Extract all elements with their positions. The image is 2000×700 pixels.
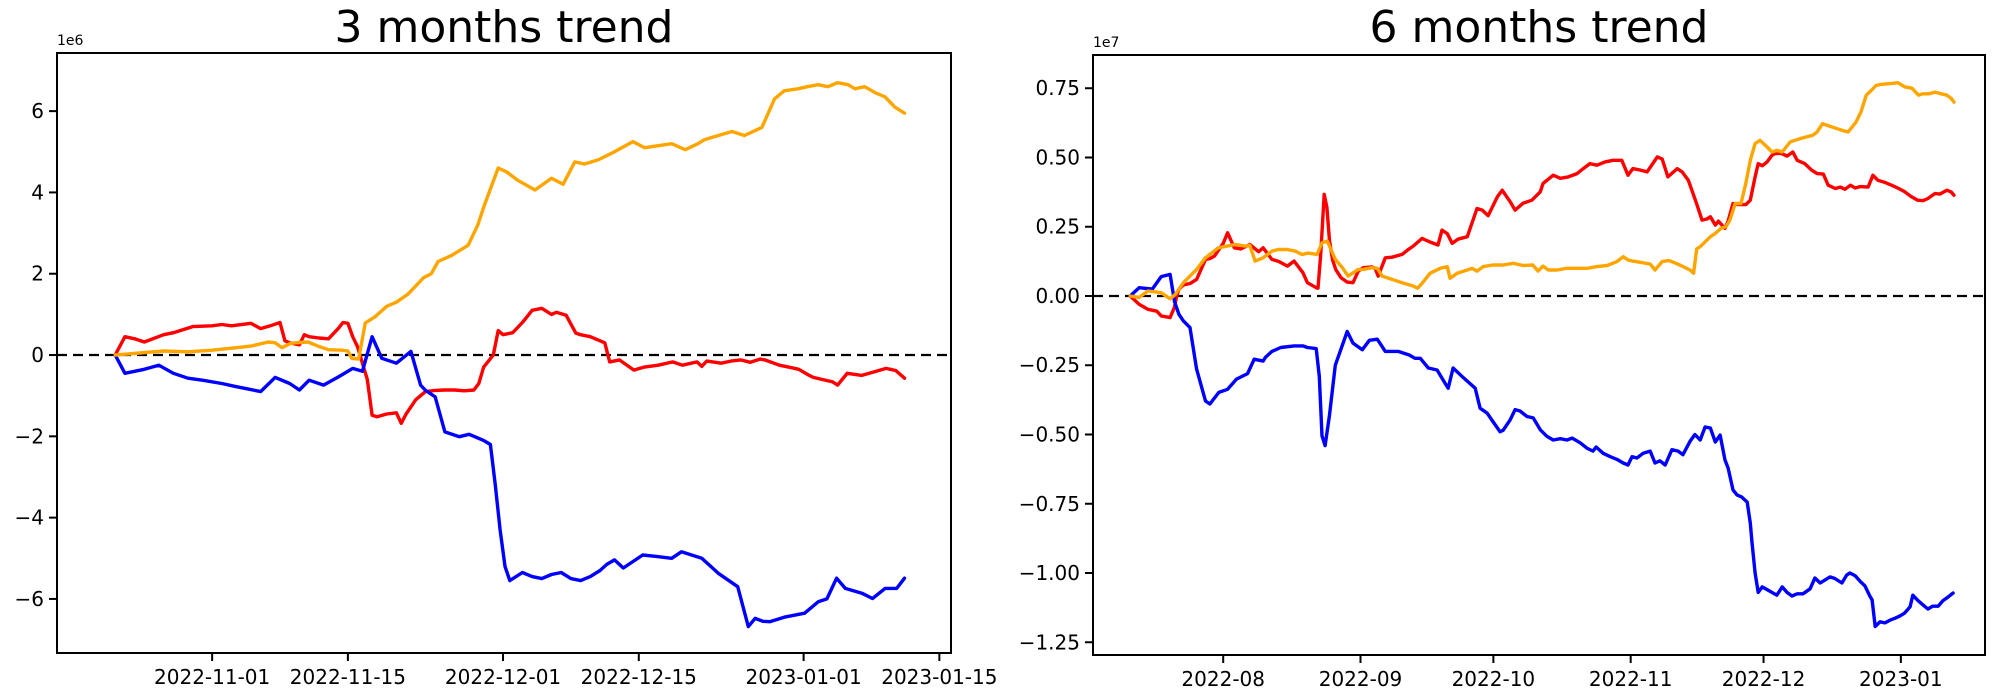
plot-border [1092,54,1986,656]
x-tick-label: 2022-11 [1589,667,1673,691]
x-tick-label: 2022-12-15 [581,665,697,689]
y-tick-label: 4 [31,180,44,204]
x-tick-label: 2023-01 [1859,667,1943,691]
y-tick-label: −0.75 [1019,492,1080,516]
y-tick-label: 2 [31,262,44,286]
blue-series-line [1128,272,1955,629]
orange-series-line [113,80,907,361]
y-axis-offset-label-1e7: 1e7 [1093,35,1120,51]
y-tick-label: 0.00 [1035,284,1080,308]
y-tick-label: −4 [15,506,44,530]
y-tick-label: −0.50 [1019,423,1080,447]
x-tick-label: 2022-10 [1452,667,1536,691]
y-tick-label: 0 [31,343,44,367]
y-tick-label: 0.50 [1035,145,1080,169]
y-tick-label: 0.75 [1035,76,1080,100]
y-tick-label: 0.25 [1035,215,1080,239]
orange-series-line [1128,80,1956,301]
y-tick-label: −1.00 [1019,561,1080,585]
y-tick-label: −0.25 [1019,353,1080,377]
x-tick-label: 2022-12-01 [445,665,561,689]
x-tick-label: 2022-11-15 [290,665,406,689]
red-series-line [1128,150,1956,320]
x-tick-label: 2022-11-01 [154,665,270,689]
chart-title-3-months-trend: 3 months trend [334,2,674,53]
x-tick-label: 2023-01-15 [881,665,997,689]
y-axis-offset-label-1e6: 1e6 [57,33,84,49]
y-tick-label: 6 [31,99,44,123]
red-series-line [113,306,907,425]
blue-series-line [113,335,907,629]
x-tick-label: 2022-12 [1722,667,1806,691]
x-tick-label: 2023-01-01 [745,665,861,689]
x-tick-label: 2022-09 [1319,667,1403,691]
chart-title-6-months-trend: 6 months trend [1369,2,1709,53]
x-tick-label: 2022-08 [1181,667,1265,691]
y-tick-label: −6 [15,587,44,611]
y-tick-label: −2 [15,424,44,448]
y-tick-label: −1.25 [1019,630,1080,654]
